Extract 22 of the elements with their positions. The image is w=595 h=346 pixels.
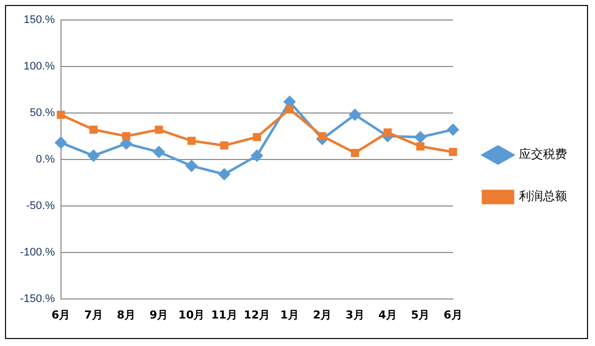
y-tick-label: -150.% <box>20 292 56 305</box>
x-tick-label: 10月 <box>178 308 205 322</box>
x-tick-label: 4月 <box>378 308 397 322</box>
x-tick-label: 5月 <box>410 308 430 322</box>
x-tick-label: 2月 <box>312 308 332 322</box>
x-tick-label: 9月 <box>150 308 168 322</box>
x-tick-label: 1月 <box>280 308 299 322</box>
y-tick-label: 50.% <box>30 106 56 119</box>
x-tick-label: 3月 <box>346 308 364 322</box>
x-tick-label: 7月 <box>84 308 103 322</box>
y-tick-label: 100.% <box>24 60 56 72</box>
y-tick-label: 0.% <box>36 153 56 166</box>
x-tick-label: 6月 <box>52 308 70 322</box>
x-tick-label: 6月 <box>444 308 462 322</box>
legend-label: 利润总额 <box>519 189 567 204</box>
legend-label: 应交税费 <box>519 147 567 162</box>
y-tick-label: -100.% <box>20 246 56 258</box>
y-tick-label: 150.% <box>24 14 56 26</box>
x-tick-label: 12月 <box>244 308 270 322</box>
x-tick-label: 11月 <box>211 308 238 322</box>
y-tick-label: -50.% <box>26 200 56 212</box>
x-tick-label: 8月 <box>116 308 136 322</box>
